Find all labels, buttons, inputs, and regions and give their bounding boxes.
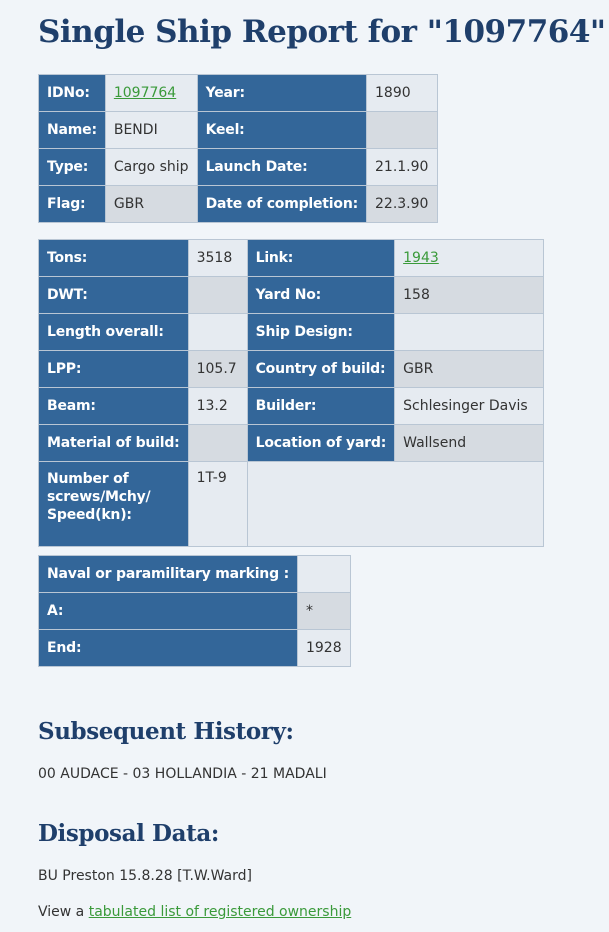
- length-overall-label: Length overall:: [38, 313, 189, 351]
- dwt-value: [187, 276, 248, 314]
- table-row: IDNo: 1097764 Year: 1890: [38, 74, 438, 112]
- page-title: Single Ship Report for "1097764": [38, 14, 606, 50]
- subsequent-history-text: 00 AUDACE - 03 HOLLANDIA - 21 MADALI: [38, 766, 327, 782]
- table-row: LPP: 105.7 Country of build: GBR: [38, 350, 545, 388]
- type-value: Cargo ship: [104, 148, 198, 186]
- yard-no-value: 158: [394, 276, 545, 314]
- table-row: Name: BENDI Keel:: [38, 111, 438, 149]
- table-row: DWT: Yard No: 158: [38, 276, 545, 314]
- ship-design-value: [394, 313, 545, 351]
- idno-label: IDNo:: [38, 74, 106, 112]
- link-cell: 1943: [394, 239, 545, 277]
- end-label: End:: [38, 629, 298, 667]
- link-label: Link:: [246, 239, 396, 277]
- a-value: *: [296, 592, 351, 630]
- keel-value: [366, 111, 438, 149]
- tons-label: Tons:: [38, 239, 189, 277]
- a-label: A:: [38, 592, 298, 630]
- material-label: Material of build:: [38, 424, 189, 462]
- empty-cell: [246, 461, 545, 547]
- ownership-line: View a tabulated list of registered owne…: [38, 904, 351, 920]
- name-label: Name:: [38, 111, 106, 149]
- keel-label: Keel:: [196, 111, 368, 149]
- beam-label: Beam:: [38, 387, 189, 425]
- completion-date-label: Date of completion:: [196, 185, 368, 223]
- table-row: A: *: [38, 592, 351, 630]
- beam-value: 13.2: [187, 387, 248, 425]
- lpp-label: LPP:: [38, 350, 189, 388]
- country-of-build-label: Country of build:: [246, 350, 396, 388]
- year-label: Year:: [196, 74, 368, 112]
- table-row: Number of screws/Mchy/ Speed(kn): 1T-9: [38, 461, 545, 547]
- flag-value: GBR: [104, 185, 198, 223]
- yard-no-label: Yard No:: [246, 276, 396, 314]
- ship-dimensions-table: Tons: 3518 Link: 1943 DWT: Yard No: 158 …: [38, 239, 545, 547]
- name-value: BENDI: [104, 111, 198, 149]
- builder-value: Schlesinger Davis: [394, 387, 545, 425]
- ownership-prefix: View a: [38, 904, 89, 920]
- table-row: Length overall: Ship Design:: [38, 313, 545, 351]
- link-year-link[interactable]: 1943: [403, 250, 439, 266]
- location-of-yard-label: Location of yard:: [246, 424, 396, 462]
- naval-marking-label: Naval or paramilitary marking :: [38, 555, 298, 593]
- subsequent-history-heading: Subsequent History:: [38, 718, 294, 745]
- table-row: Flag: GBR Date of completion: 22.3.90: [38, 185, 438, 223]
- completion-date-value: 22.3.90: [366, 185, 438, 223]
- end-value: 1928: [296, 629, 351, 667]
- launch-date-value: 21.1.90: [366, 148, 438, 186]
- screws-speed-value: 1T-9: [187, 461, 248, 547]
- table-row: End: 1928: [38, 629, 351, 667]
- table-row: Naval or paramilitary marking :: [38, 555, 351, 593]
- launch-date-label: Launch Date:: [196, 148, 368, 186]
- table-row: Material of build: Location of yard: Wal…: [38, 424, 545, 462]
- table-row: Type: Cargo ship Launch Date: 21.1.90: [38, 148, 438, 186]
- material-value: [187, 424, 248, 462]
- tons-value: 3518: [187, 239, 248, 277]
- lpp-value: 105.7: [187, 350, 248, 388]
- table-row: Tons: 3518 Link: 1943: [38, 239, 545, 277]
- table-row: Beam: 13.2 Builder: Schlesinger Davis: [38, 387, 545, 425]
- type-label: Type:: [38, 148, 106, 186]
- disposal-data-heading: Disposal Data:: [38, 820, 219, 847]
- builder-label: Builder:: [246, 387, 396, 425]
- idno-cell: 1097764: [104, 74, 198, 112]
- length-overall-value: [187, 313, 248, 351]
- naval-marking-table: Naval or paramilitary marking : A: * End…: [38, 555, 351, 667]
- location-of-yard-value: Wallsend: [394, 424, 545, 462]
- dwt-label: DWT:: [38, 276, 189, 314]
- year-value: 1890: [366, 74, 438, 112]
- screws-speed-label: Number of screws/Mchy/ Speed(kn):: [38, 461, 189, 547]
- disposal-data-text: BU Preston 15.8.28 [T.W.Ward]: [38, 868, 252, 884]
- country-of-build-value: GBR: [394, 350, 545, 388]
- idno-link[interactable]: 1097764: [113, 85, 177, 101]
- ship-basic-info-table: IDNo: 1097764 Year: 1890 Name: BENDI Kee…: [38, 74, 438, 223]
- ownership-list-link[interactable]: tabulated list of registered ownership: [88, 904, 352, 920]
- flag-label: Flag:: [38, 185, 106, 223]
- ship-design-label: Ship Design:: [246, 313, 396, 351]
- naval-marking-value: [296, 555, 351, 593]
